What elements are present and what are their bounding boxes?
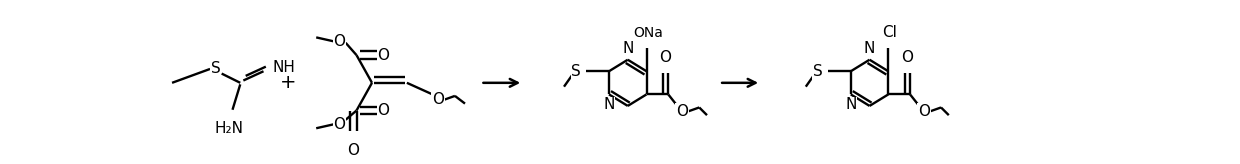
Text: O: O [334,34,346,49]
Text: O: O [378,103,389,118]
Text: H₂N: H₂N [215,121,244,136]
Text: N: N [864,41,875,56]
Text: N: N [846,97,857,113]
Text: ONa: ONa [634,26,663,41]
Text: O: O [918,104,930,119]
Text: N: N [604,97,615,113]
Text: S: S [211,62,221,76]
Text: O: O [334,117,346,132]
Text: O: O [901,50,914,65]
Text: N: N [622,41,634,56]
Text: S: S [572,64,582,79]
Text: O: O [676,104,688,119]
Text: S: S [813,64,823,79]
Text: O: O [432,92,444,107]
Text: NH: NH [273,60,295,75]
Text: O: O [660,50,672,65]
Text: Cl: Cl [883,25,898,41]
Text: O: O [347,143,360,158]
Text: +: + [280,73,296,92]
Text: O: O [378,48,389,63]
